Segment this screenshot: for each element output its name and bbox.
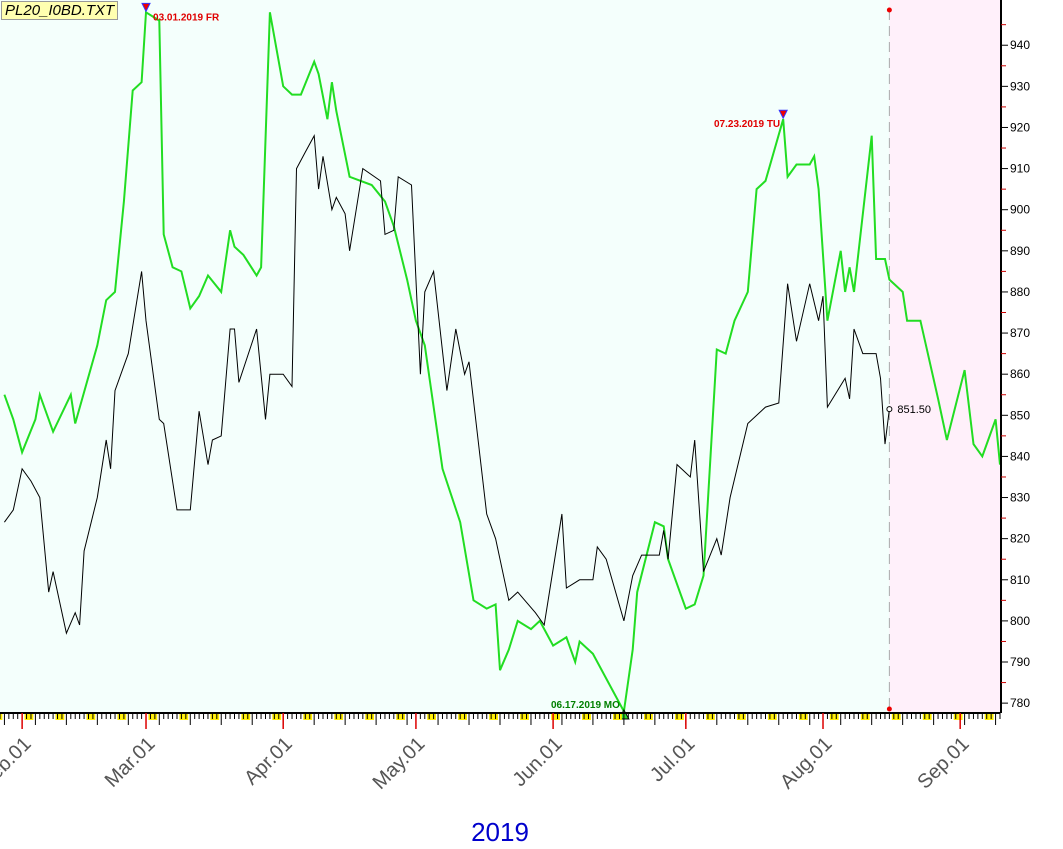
y-tick-label: 800 <box>1010 614 1030 628</box>
y-tick-label: 790 <box>1010 655 1030 669</box>
x-tick-label: Feb.01 <box>0 733 36 793</box>
peak-marker-icon <box>141 2 151 13</box>
y-tick-label: 840 <box>1010 449 1030 463</box>
last-value-label: 851.50 <box>897 404 931 416</box>
y-tick-label: 810 <box>1010 573 1030 587</box>
y-tick-label: 890 <box>1010 244 1030 258</box>
y-tick-label: 820 <box>1010 532 1030 546</box>
y-tick-label: 780 <box>1010 696 1030 710</box>
trough-date-label: 06.17.2019 MO <box>551 700 620 711</box>
x-tick-label: Mar.01 <box>101 733 160 792</box>
last-value-marker <box>886 406 893 413</box>
x-tick-label: Jul.01 <box>646 733 699 786</box>
peak-date-label: 03.01.2019 FR <box>153 12 220 23</box>
y-tick-label: 920 <box>1010 120 1030 134</box>
y-tick-label: 900 <box>1010 203 1030 217</box>
y-tick-label: 880 <box>1010 285 1030 299</box>
x-tick-label: May.01 <box>369 733 430 794</box>
x-tick-label: Aug.01 <box>776 733 836 793</box>
x-tick-label: Apr.01 <box>240 733 296 789</box>
x-tick-label: Sep.01 <box>913 733 973 793</box>
plot-background <box>0 0 1000 713</box>
chart-title: PL20_I0BD.TXT <box>1 1 119 20</box>
y-tick-label: 830 <box>1010 491 1030 505</box>
y-tick-label: 860 <box>1010 367 1030 381</box>
peak-marker-icon <box>778 109 788 120</box>
x-axis-year-label: 2019 <box>471 817 529 847</box>
y-tick-label: 910 <box>1010 162 1030 176</box>
forecast-marker-bottom <box>886 706 892 712</box>
forecast-region <box>889 0 1000 713</box>
peak-date-label: 07.23.2019 TU <box>714 119 780 130</box>
x-tick-label: Jun.01 <box>509 733 567 791</box>
y-tick-label: 930 <box>1010 79 1030 93</box>
forecast-marker-top <box>886 7 892 13</box>
series-line-black <box>3 133 890 635</box>
y-tick-label: 870 <box>1010 326 1030 340</box>
y-tick-label: 940 <box>1010 38 1030 52</box>
weekend-marker <box>0 714 3 720</box>
y-tick-label: 850 <box>1010 408 1030 422</box>
series-line-green <box>3 10 1001 715</box>
